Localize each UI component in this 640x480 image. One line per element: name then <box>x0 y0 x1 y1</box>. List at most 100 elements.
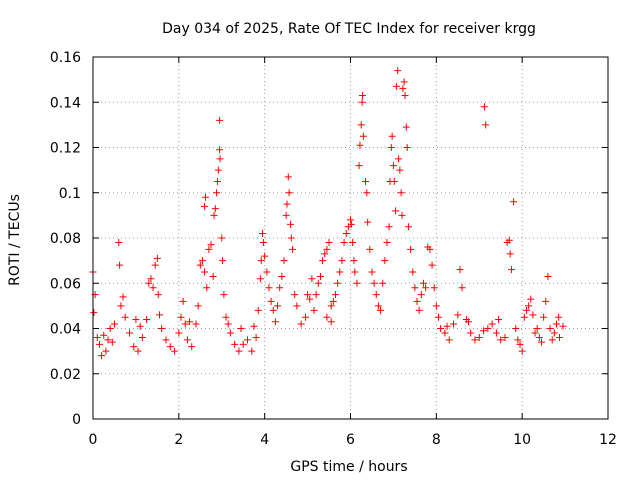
data-point <box>327 318 335 326</box>
data-point <box>465 318 473 326</box>
data-point <box>125 329 133 337</box>
data-point <box>540 313 548 321</box>
data-point <box>181 320 189 328</box>
data-point <box>518 347 526 355</box>
data-point <box>553 320 560 328</box>
x-tick-label: 6 <box>346 432 355 448</box>
data-point <box>419 279 427 287</box>
data-point <box>363 189 371 197</box>
data-point <box>132 315 140 323</box>
y-tick-label: 0.08 <box>50 231 81 247</box>
data-point <box>422 284 430 292</box>
data-point <box>379 279 387 287</box>
data-point <box>216 155 224 163</box>
data-point <box>350 257 358 265</box>
data-point <box>237 325 245 332</box>
y-tick-label: 0.04 <box>50 322 81 338</box>
data-point <box>537 338 545 346</box>
data-point <box>274 302 282 310</box>
data-point <box>400 78 408 86</box>
data-point <box>293 302 301 310</box>
data-point <box>201 202 209 210</box>
data-point <box>559 322 567 330</box>
data-point <box>366 245 374 253</box>
data-point <box>398 211 406 219</box>
data-point <box>276 284 284 292</box>
data-point <box>263 268 271 276</box>
data-point <box>267 297 275 305</box>
data-point <box>284 173 292 181</box>
data-point <box>388 132 396 140</box>
chart-title: Day 034 of 2025, Rate Of TEC Index for r… <box>162 21 536 37</box>
data-point <box>156 311 164 319</box>
data-point <box>329 297 337 305</box>
data-point <box>248 347 256 355</box>
data-point <box>396 166 404 174</box>
data-point <box>387 144 395 151</box>
data-point <box>205 245 213 253</box>
data-point <box>505 236 513 244</box>
data-point <box>323 245 331 253</box>
data-point <box>100 331 108 339</box>
data-point <box>214 166 222 174</box>
data-point <box>158 325 166 332</box>
data-point <box>213 189 221 197</box>
data-point <box>544 272 552 280</box>
data-point <box>358 98 366 106</box>
data-point <box>556 334 564 342</box>
data-point <box>389 162 397 170</box>
data-point <box>411 284 419 292</box>
data-point <box>522 306 530 314</box>
y-tick-label: 0.02 <box>50 367 81 383</box>
data-point <box>231 340 239 348</box>
data-point <box>399 85 407 93</box>
tick-labels: 0 2 4 6 8 10 12 0 0.02 0.04 0.06 0.08 0.1 0.12 0.14 0.1… <box>50 50 617 448</box>
data-point <box>520 313 528 321</box>
data-point <box>177 313 185 321</box>
y-tick-label: 0.06 <box>50 276 81 292</box>
data-point <box>130 343 138 351</box>
data-point <box>297 320 305 328</box>
data-point <box>209 272 217 280</box>
data-point <box>480 327 488 335</box>
data-point <box>219 257 227 265</box>
x-tick-label: 12 <box>599 432 617 448</box>
data-point <box>445 336 453 344</box>
data-point <box>413 297 421 305</box>
data-point <box>175 329 183 337</box>
data-point <box>331 291 339 299</box>
data-point <box>312 291 320 299</box>
data-point <box>374 302 382 310</box>
data-point <box>351 268 359 276</box>
data-point <box>235 347 243 355</box>
data-point <box>115 239 123 247</box>
data-point <box>162 336 170 344</box>
data-point <box>548 336 556 344</box>
data-point <box>357 121 365 129</box>
data-point <box>372 291 380 299</box>
data-point <box>93 334 101 342</box>
data-point <box>220 291 228 299</box>
data-point <box>154 291 162 299</box>
data-point <box>108 338 116 346</box>
data-point <box>362 177 370 185</box>
data-point <box>480 103 488 111</box>
data-point <box>194 302 202 310</box>
data-point <box>143 315 151 323</box>
data-point <box>535 334 543 342</box>
data-point <box>314 279 322 287</box>
data-point <box>404 223 412 231</box>
data-point <box>282 211 290 219</box>
data-point <box>95 340 103 348</box>
data-point <box>458 284 466 292</box>
data-point <box>407 245 415 253</box>
data-point <box>514 336 522 344</box>
data-point <box>403 144 411 151</box>
data-point <box>151 261 159 269</box>
data-point <box>325 239 333 247</box>
data-point <box>492 329 500 337</box>
data-point <box>359 91 367 99</box>
data-point <box>501 334 509 342</box>
data-point <box>136 322 144 330</box>
data-point <box>198 257 206 265</box>
